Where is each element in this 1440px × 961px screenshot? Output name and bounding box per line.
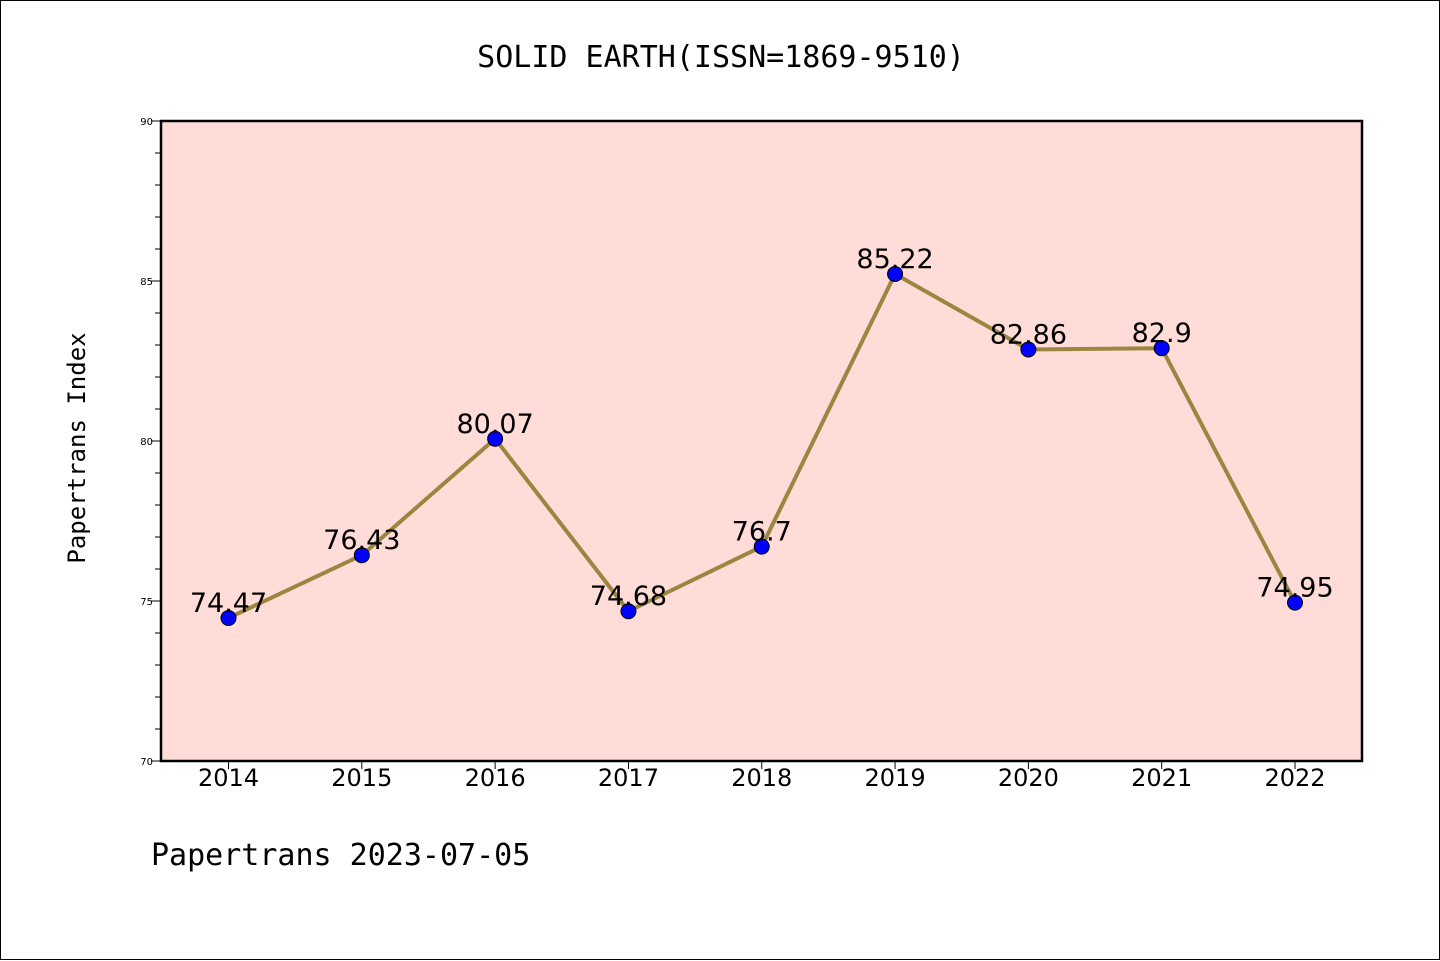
x-tick-label: 2018 (731, 764, 792, 792)
data-label: 74.47 (190, 588, 267, 619)
x-axis: 2014 2015 2016 2017 2018 2019 2020 2021 2022 (198, 761, 1326, 792)
data-label: 74.68 (590, 581, 667, 612)
data-point (220, 609, 237, 626)
y-tick-label: 90 (140, 117, 153, 128)
data-label: 80.07 (456, 409, 533, 440)
data-point (487, 430, 504, 447)
x-tick-label: 2016 (465, 764, 526, 792)
data-point (887, 265, 904, 282)
data-points (220, 265, 1303, 626)
x-tick-label: 2020 (998, 764, 1059, 792)
data-point (1287, 594, 1303, 611)
chart-title: SOLID EARTH(ISSN=1869-9510) (477, 40, 965, 75)
plot-area (159, 119, 1364, 763)
data-labels: 74.47 76.43 80.07 74.68 76.7 85.22 82.86 82.9 74… (190, 244, 1334, 619)
data-label: 76.43 (323, 525, 400, 556)
x-tick-label: 2017 (598, 764, 659, 792)
data-point (1020, 341, 1037, 358)
data-label: 76.7 (732, 517, 792, 548)
y-tick-label: 75 (140, 597, 153, 608)
x-tick-label: 2022 (1264, 764, 1325, 792)
y-tick-label: 85 (140, 277, 153, 288)
y-axis-label: Papertrans Index (63, 332, 91, 563)
data-point (620, 603, 637, 620)
x-tick-label: 2019 (865, 764, 926, 792)
y-axis: 70 75 80 85 90 (140, 117, 161, 768)
x-tick-label: 2015 (331, 764, 392, 792)
x-tick-label: 2021 (1131, 764, 1192, 792)
data-label: 82.86 (990, 319, 1067, 350)
data-label: 74.95 (1256, 573, 1333, 604)
footer-date: Papertrans 2023-07-05 (151, 838, 530, 873)
data-label: 82.9 (1132, 318, 1192, 349)
data-point (753, 538, 770, 555)
data-label: 85.22 (856, 244, 933, 275)
y-tick-label: 70 (140, 757, 153, 768)
x-tick-label: 2014 (198, 764, 259, 792)
data-point (1153, 340, 1170, 357)
data-point (353, 547, 370, 564)
y-tick-label: 80 (140, 437, 153, 448)
